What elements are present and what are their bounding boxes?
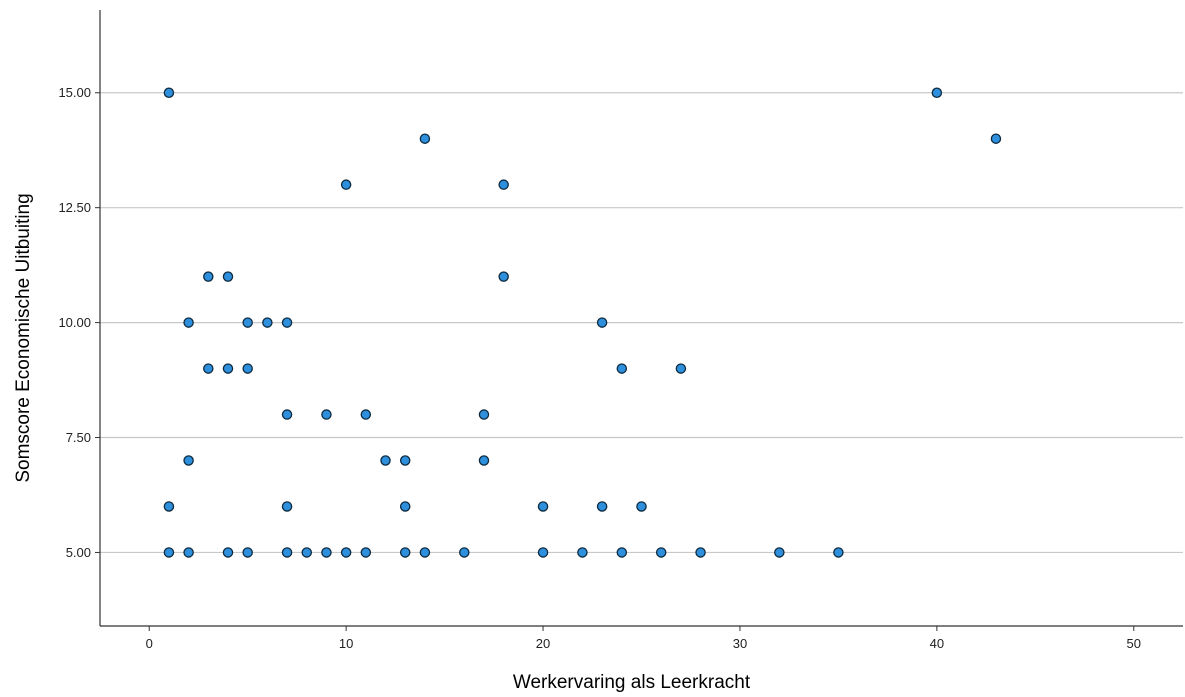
data-point <box>478 409 490 420</box>
data-points <box>163 87 1002 558</box>
x-tick-label: 0 <box>146 636 153 651</box>
data-point <box>203 363 214 374</box>
data-point <box>360 409 372 420</box>
data-point <box>242 317 253 328</box>
data-point <box>183 455 194 466</box>
data-point <box>675 363 687 374</box>
data-point <box>931 87 943 98</box>
x-tick-label: 50 <box>1127 636 1141 651</box>
data-point <box>655 547 667 558</box>
x-tick-labels: 0 10 20 30 40 50 <box>146 626 1141 651</box>
data-point <box>222 363 234 374</box>
data-point <box>399 455 411 466</box>
data-point <box>419 133 431 144</box>
x-tick-label: 40 <box>930 636 944 651</box>
y-tick-label: 12.50 <box>58 200 91 215</box>
axes <box>99 10 1183 627</box>
data-point <box>163 87 175 98</box>
data-point <box>242 547 253 558</box>
data-point <box>321 547 332 558</box>
y-tick-label: 7.50 <box>66 430 91 445</box>
data-point <box>203 271 214 282</box>
data-point <box>163 547 175 558</box>
data-point <box>419 547 431 558</box>
data-point <box>577 547 588 558</box>
y-tick-labels: 5.00 7.50 10.00 12.50 15.00 <box>58 85 91 560</box>
y-tick-label: 15.00 <box>58 85 91 100</box>
data-point <box>281 547 293 558</box>
data-point <box>222 271 234 282</box>
data-point <box>498 271 509 282</box>
data-point <box>399 547 411 558</box>
data-point <box>498 179 509 190</box>
data-point <box>380 455 391 466</box>
data-point <box>222 547 234 558</box>
data-point <box>616 547 628 558</box>
x-tick-label: 10 <box>339 636 353 651</box>
data-point <box>301 547 313 558</box>
data-point <box>478 455 490 466</box>
y-axis-title: Somscore Economische Uitbuiting <box>13 193 34 482</box>
x-axis-title: Werkervaring als Leerkracht <box>513 672 751 693</box>
data-point <box>399 501 411 512</box>
data-point <box>262 317 273 328</box>
data-point <box>459 547 470 558</box>
data-point <box>242 363 253 374</box>
data-point <box>596 317 608 328</box>
data-point <box>537 547 549 558</box>
data-point <box>321 409 332 420</box>
x-tick-label: 30 <box>733 636 747 651</box>
y-tick-label: 5.00 <box>66 545 91 560</box>
y-tick-label: 10.00 <box>58 315 91 330</box>
gridlines <box>95 92 1183 554</box>
data-point <box>537 501 549 512</box>
data-point <box>616 363 628 374</box>
data-point <box>340 547 352 558</box>
data-point <box>183 547 194 558</box>
data-point <box>833 547 844 558</box>
x-tick-label: 20 <box>536 636 550 651</box>
data-point <box>990 133 1002 144</box>
data-point <box>281 501 293 512</box>
data-point <box>281 317 293 328</box>
data-point <box>340 179 352 190</box>
data-point <box>636 501 647 512</box>
data-point <box>596 501 608 512</box>
data-point <box>163 501 175 512</box>
data-point <box>281 409 293 420</box>
data-point <box>360 547 372 558</box>
data-point <box>695 547 706 558</box>
data-point <box>774 547 785 558</box>
data-point <box>183 317 194 328</box>
